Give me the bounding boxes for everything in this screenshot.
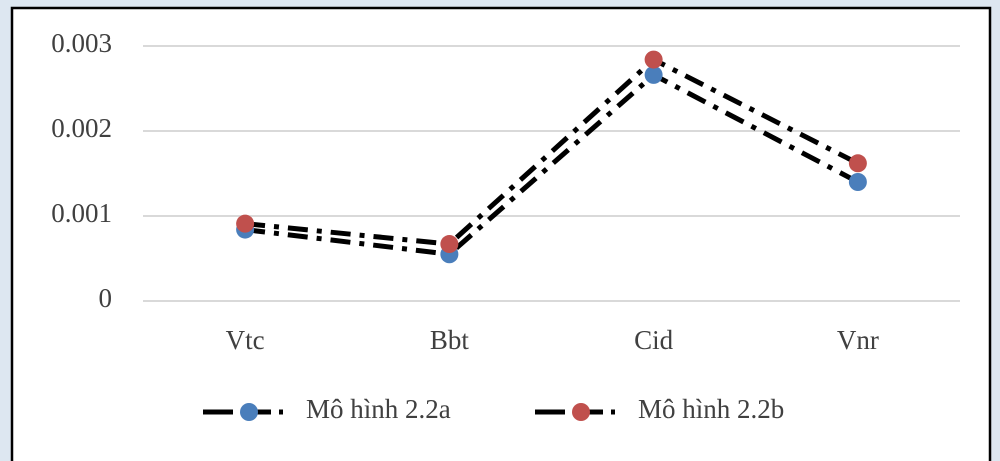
y-tick-label: 0 — [99, 283, 113, 313]
data-point — [644, 50, 663, 69]
x-tick-label: Cid — [634, 325, 674, 355]
data-point — [440, 235, 459, 254]
series-line — [244, 56, 860, 247]
legend-swatch-marker — [572, 403, 590, 421]
y-tick-label: 0.003 — [51, 28, 112, 58]
x-tick-label: Vtc — [226, 325, 265, 355]
data-point — [236, 214, 255, 233]
data-point — [848, 154, 867, 173]
legend-swatch-marker — [240, 403, 258, 421]
legend-label: Mô hình 2.2a — [306, 394, 451, 424]
y-tick-label: 0.002 — [51, 113, 112, 143]
x-tick-label: Vnr — [837, 325, 879, 355]
chart-frame — [10, 6, 992, 461]
data-point — [848, 173, 867, 191]
legend-label: Mô hình 2.2b — [638, 394, 784, 424]
data-point — [644, 65, 663, 84]
y-tick-label: 0.001 — [51, 198, 112, 228]
x-tick-label: Bbt — [430, 325, 470, 355]
series-line — [244, 71, 860, 257]
